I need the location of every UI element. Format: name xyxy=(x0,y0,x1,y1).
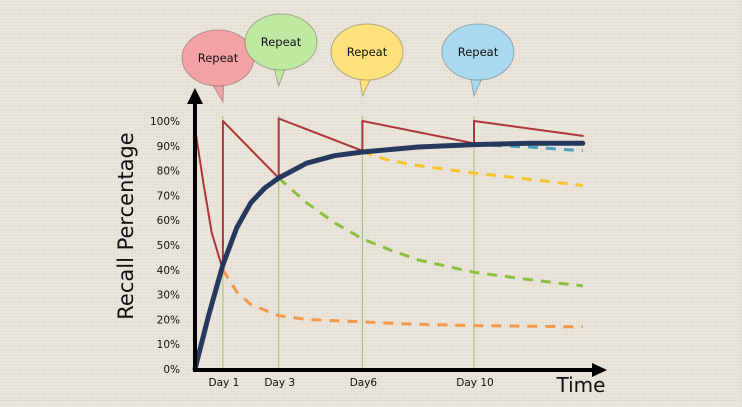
y-tick-label: 90% xyxy=(157,141,180,153)
x-axis-arrow xyxy=(592,363,607,377)
y-tick-label: 100% xyxy=(150,116,180,128)
x-tick-label: Day6 xyxy=(350,377,378,389)
repeat-bubble: Repeat xyxy=(330,23,404,98)
y-tick-label: 0% xyxy=(163,364,180,376)
y-tick-label: 20% xyxy=(157,314,180,326)
series-recall-with-repetition xyxy=(194,117,584,271)
repeat-label: Repeat xyxy=(261,35,302,49)
y-tick-label: 60% xyxy=(157,215,180,227)
series-forgetting-after-day6 xyxy=(361,150,583,187)
y-axis-arrow xyxy=(187,88,203,104)
series-retention-trend xyxy=(192,140,586,372)
x-tick-label: Day 3 xyxy=(264,377,295,389)
repeat-bubble: Repeat xyxy=(181,29,255,104)
x-tick-label: Day 1 xyxy=(209,377,240,389)
x-tick-label: Day 10 xyxy=(456,377,493,389)
series-forgetting-after-day3 xyxy=(277,176,583,288)
y-tick-label: 50% xyxy=(157,240,180,252)
y-tick-label: 40% xyxy=(157,265,180,277)
repeat-bubble: Repeat xyxy=(441,23,515,98)
y-tick-label: 70% xyxy=(157,190,180,202)
y-tick-label: 10% xyxy=(157,339,180,351)
repeat-label: Repeat xyxy=(198,51,239,65)
series-forgetting-after-day1 xyxy=(221,269,583,329)
repeat-label: Repeat xyxy=(347,45,388,59)
x-axis-label: Time xyxy=(556,373,606,397)
y-tick-label: 80% xyxy=(157,166,180,178)
y-tick-label: 30% xyxy=(157,290,180,302)
repeat-bubble: Repeat xyxy=(244,13,318,88)
repeat-label: Repeat xyxy=(458,45,499,59)
y-axis-label: Recall Percentage xyxy=(114,132,138,319)
